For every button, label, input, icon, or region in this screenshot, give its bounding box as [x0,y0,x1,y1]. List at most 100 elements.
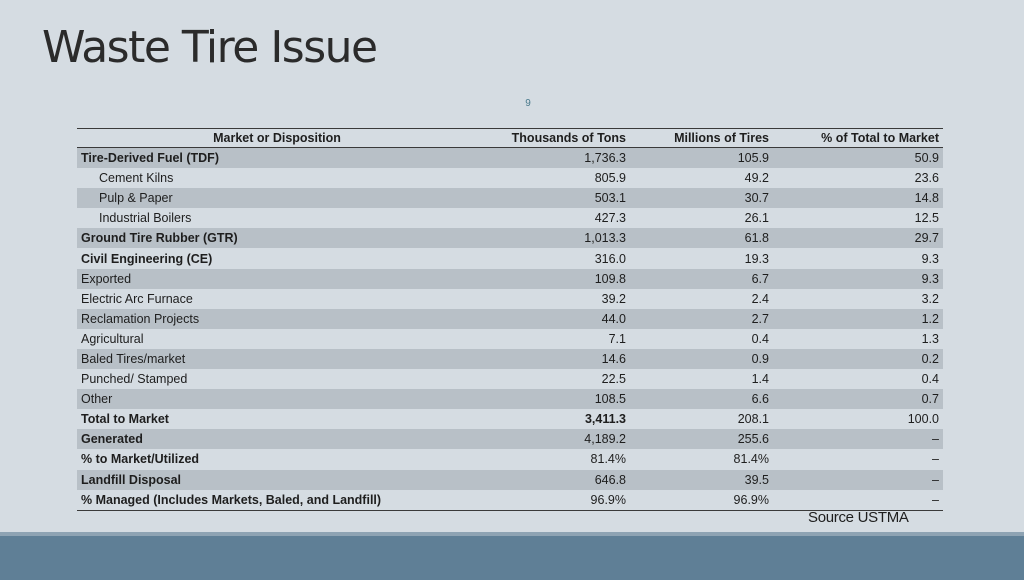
row-tires: 2.7 [630,308,773,329]
row-tons: 14.6 [477,348,630,370]
table-row: Punched/ Stamped 22.5 1.4 0.4 [77,369,943,389]
row-percent: 1.2 [773,308,943,329]
footer-bar [0,532,1024,580]
row-tons: 39.2 [601,291,626,306]
row-tires: 39.5 [630,469,773,490]
row-label: Baled Tires/market [77,348,477,370]
row-tons: 1,013.3 [477,228,630,249]
table-row: Total to Market 3,411.3 208.1 100.0 [77,409,943,429]
row-label: % to Market/Utilized [81,452,200,467]
table-row: % to Market/Utilized 81.4% 81.4% – [77,449,943,469]
row-percent: 0.4 [921,372,939,387]
row-label: Agricultural [81,331,144,346]
row-percent: 0.2 [773,348,943,370]
column-header-tires: Millions of Tires [630,128,773,148]
row-percent: 9.3 [921,251,939,266]
row-tires: 208.1 [737,412,769,427]
row-tons: 4,189.2 [477,429,630,450]
row-label: Total to Market [81,412,169,427]
row-tons: 805.9 [594,171,626,186]
column-header-market: Market or Disposition [77,128,477,148]
row-percent: 0.7 [773,389,943,410]
table-row: % Managed (Includes Markets, Baled, and … [77,490,943,511]
table-row: Landfill Disposal 646.8 39.5– [77,469,943,490]
table-header-row: Market or Disposition Thousands of Tons … [77,128,943,148]
row-tons: 3,411.3 [584,412,626,427]
row-percent: 50.9 [773,147,943,169]
table-row: Generated 4,189.2 255.6– [77,429,943,450]
row-tires: 81.4% [733,452,769,467]
row-percent: – [773,469,943,490]
table-row: Tire-Derived Fuel (TDF) 1,736.3 105.9 50.9 [77,147,943,169]
row-percent: – [932,452,939,467]
table-row: Cement Kilns 805.9 49.2 23.6 [77,168,943,188]
row-tons: 646.8 [477,469,630,490]
row-tires: 6.6 [630,389,773,410]
tire-disposition-table: Market or Disposition Thousands of Tons … [77,128,943,511]
row-percent: 23.6 [914,171,939,186]
row-tons: 81.4% [590,452,626,467]
row-tires: 1.4 [751,372,769,387]
table-row: Other 108.5 6.6 0.7 [77,389,943,410]
table-row: Reclamation Projects 44.0 2.7 1.2 [77,308,943,329]
row-tires: 30.7 [630,188,773,209]
row-label: Ground Tire Rubber (GTR) [77,228,477,249]
row-percent: 1.3 [921,331,939,346]
row-tires: 105.9 [630,147,773,169]
row-tires: 0.9 [630,348,773,370]
table-row: Exported 109.8 6.7 9.3 [77,268,943,289]
row-percent: 12.5 [914,211,939,226]
table-row: Industrial Boilers 427.3 26.1 12.5 [77,208,943,228]
row-label: Tire-Derived Fuel (TDF) [77,147,477,169]
source-note: Source USTMA [808,509,909,526]
row-percent: 29.7 [773,228,943,249]
table-row: Baled Tires/market 14.6 0.9 0.2 [77,348,943,370]
row-tons: 316.0 [594,251,626,266]
row-percent: – [932,492,939,507]
row-tires: 6.7 [630,268,773,289]
row-label: Other [77,389,477,410]
column-header-tons: Thousands of Tons [477,128,630,148]
row-tons: 109.8 [477,268,630,289]
row-label: Punched/ Stamped [81,372,188,387]
row-tons: 1,736.3 [477,147,630,169]
row-tons: 503.1 [477,188,630,209]
table-body: Tire-Derived Fuel (TDF) 1,736.3 105.9 50.9 C… [77,147,943,511]
row-label: % Managed (Includes Markets, Baled, and … [81,492,382,507]
table-row: Civil Engineering (CE) 316.0 19.3 9.3 [77,248,943,268]
row-label: Exported [77,268,477,289]
row-label: Cement Kilns [99,171,174,186]
row-tons: 44.0 [477,308,630,329]
row-label: Industrial Boilers [99,211,192,226]
row-tires: 26.1 [744,211,769,226]
table-row: Pulp & Paper 503.1 30.7 14.8 [77,188,943,209]
row-label: Civil Engineering (CE) [81,251,213,266]
row-label: Generated [77,429,477,450]
row-percent: 100.0 [907,412,939,427]
row-tons: 22.5 [601,372,626,387]
row-label: Reclamation Projects [77,308,477,329]
row-percent: 9.3 [773,268,943,289]
row-percent: 14.8 [773,188,943,209]
page-title: Waste Tire Issue [42,22,378,73]
row-label: Landfill Disposal [77,469,477,490]
page-number: 9 [525,98,531,109]
column-header-percent: % of Total to Market [773,128,943,148]
row-tires: 2.4 [751,291,769,306]
row-tons: 427.3 [594,211,626,226]
row-tires: 49.2 [744,171,769,186]
row-tons: 108.5 [477,389,630,410]
row-percent: – [773,429,943,450]
row-tires: 19.3 [744,251,769,266]
row-tons: 96.9% [590,492,626,507]
row-tires: 96.9% [733,492,769,507]
row-percent: 3.2 [921,291,939,306]
table-row: Agricultural 7.1 0.4 1.3 [77,329,943,349]
row-label: Pulp & Paper [77,188,477,209]
table-row: Electric Arc Furnace 39.2 2.4 3.2 [77,289,943,309]
row-tires: 61.8 [630,228,773,249]
row-tires: 0.4 [751,331,769,346]
row-label: Electric Arc Furnace [81,291,193,306]
row-tons: 7.1 [608,331,626,346]
row-tires: 255.6 [630,429,773,450]
